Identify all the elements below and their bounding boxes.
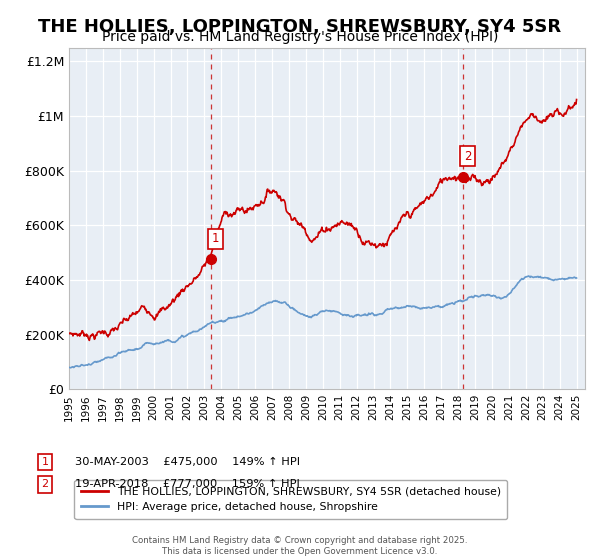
Text: 30-MAY-2003    £475,000    149% ↑ HPI: 30-MAY-2003 £475,000 149% ↑ HPI <box>75 457 300 467</box>
Text: 19-APR-2018    £777,000    159% ↑ HPI: 19-APR-2018 £777,000 159% ↑ HPI <box>75 479 300 489</box>
Text: 2: 2 <box>464 150 471 163</box>
Text: THE HOLLIES, LOPPINGTON, SHREWSBURY, SY4 5SR: THE HOLLIES, LOPPINGTON, SHREWSBURY, SY4… <box>38 18 562 36</box>
Text: 1: 1 <box>41 457 49 467</box>
Text: 2: 2 <box>41 479 49 489</box>
Text: Price paid vs. HM Land Registry's House Price Index (HPI): Price paid vs. HM Land Registry's House … <box>102 30 498 44</box>
Text: Contains HM Land Registry data © Crown copyright and database right 2025.
This d: Contains HM Land Registry data © Crown c… <box>132 536 468 556</box>
Text: 1: 1 <box>212 232 219 245</box>
Legend: THE HOLLIES, LOPPINGTON, SHREWSBURY, SY4 5SR (detached house), HPI: Average pric: THE HOLLIES, LOPPINGTON, SHREWSBURY, SY4… <box>74 480 507 519</box>
